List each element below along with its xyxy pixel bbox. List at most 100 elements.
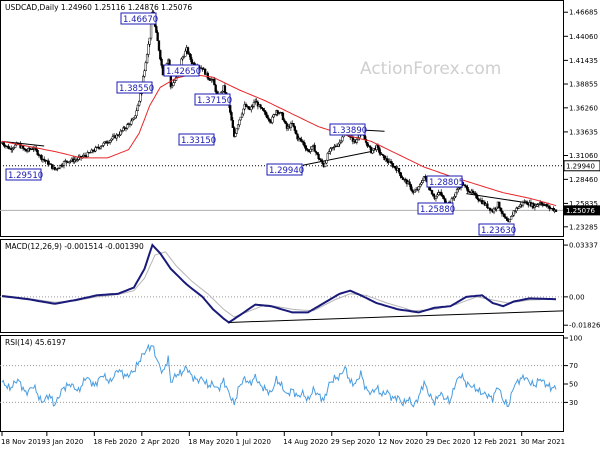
candle-body: [281, 112, 285, 121]
candle-body: [477, 198, 480, 201]
candle-body: [422, 176, 426, 181]
candle-body: [182, 56, 186, 58]
candle-body: [273, 114, 277, 116]
candle-body: [424, 176, 427, 179]
candle-body: [263, 110, 266, 113]
candle-body: [517, 206, 521, 209]
candle-body: [309, 149, 312, 152]
price-ytick-label: 1.36260: [569, 104, 598, 112]
candle-body: [434, 195, 438, 199]
candle-body: [453, 196, 456, 199]
candle-body: [99, 146, 103, 149]
rsi-panel-frame: [0, 335, 564, 432]
price-ytick-label: 1.31060: [569, 152, 598, 160]
candle-body: [149, 22, 153, 39]
candle-body: [436, 194, 439, 197]
axis-layer: 18 Nov 2019 3 Jan 2020 18 Feb 2020 2 Apr 20…: [1, 432, 565, 446]
candle-body: [171, 85, 174, 88]
candle-body: [537, 203, 541, 205]
candle-body: [86, 152, 89, 158]
candle-body: [306, 149, 310, 152]
candle-body: [159, 50, 162, 60]
candle-body: [324, 162, 327, 167]
candle-body: [160, 58, 163, 66]
candle-body: [300, 139, 303, 142]
candle-body: [221, 91, 224, 93]
candle-body: [56, 168, 59, 170]
x-tick-label: 3 Jan 2020: [46, 438, 84, 446]
candle-body: [21, 145, 25, 149]
moving-average-line: [1, 73, 557, 207]
candle-body: [172, 82, 175, 86]
candle-body: [181, 56, 184, 60]
candle-body: [184, 50, 187, 57]
candle-body: [451, 197, 455, 200]
candle-body: [440, 191, 443, 196]
candle-body: [203, 68, 207, 75]
price-ytick-label: 1.25835: [569, 200, 598, 208]
candle-body: [289, 123, 293, 128]
candle-body: [139, 93, 142, 102]
candle-body: [366, 142, 369, 147]
candle-body: [383, 155, 386, 161]
candle-body: [131, 119, 134, 122]
candle-body: [540, 201, 543, 205]
x-tick-label: 12 Feb 2021: [473, 438, 517, 446]
annotation-label: 1.29510: [8, 171, 43, 181]
candle-body: [305, 148, 308, 150]
candle-body: [91, 149, 95, 152]
candle-body: [465, 185, 468, 188]
candle-body: [93, 150, 96, 152]
candle-body: [136, 104, 140, 112]
candle-body: [83, 155, 87, 157]
candle-body: [475, 194, 479, 199]
candle-body: [262, 108, 265, 111]
candle-body: [186, 47, 190, 54]
candle-body: [12, 147, 16, 149]
candle-body: [417, 186, 420, 190]
annotation-label: 1.28805: [429, 178, 464, 188]
candle-body: [58, 164, 62, 169]
candle-body: [486, 203, 489, 209]
candle-body: [325, 160, 328, 164]
candle-body: [432, 193, 435, 197]
candle-body: [467, 190, 471, 193]
annotation-box: [426, 175, 463, 188]
candle-body: [250, 106, 253, 110]
candle-body: [285, 123, 289, 129]
annotation-box: [478, 223, 515, 236]
candle-body: [420, 182, 423, 185]
x-tick-label: 2 Apr 2020: [141, 438, 180, 446]
candle-body: [267, 117, 270, 120]
candle-body: [76, 159, 79, 161]
last-price-label: 1.25076: [566, 207, 595, 215]
candle-body: [389, 161, 393, 164]
macd-panel-frame: [0, 239, 564, 333]
candle-body: [368, 145, 372, 148]
candle-body: [326, 153, 329, 161]
candle-body: [234, 133, 237, 137]
rsi-layer: 100 70 50 30: [0, 335, 582, 408]
annotation-label: 1.33150: [181, 136, 216, 146]
annotation-box: [120, 12, 157, 25]
rsi-ytick-label: 100: [569, 335, 582, 343]
candle-body: [442, 196, 446, 199]
candle-body: [264, 111, 267, 116]
candle-body: [255, 101, 258, 103]
candle-body: [2, 142, 5, 145]
candle-body: [49, 163, 52, 165]
candle-body: [247, 106, 250, 110]
candle-body: [351, 137, 355, 142]
candle-body: [413, 190, 417, 193]
candle-body: [466, 187, 469, 192]
candle-body: [409, 184, 413, 190]
candle-body: [404, 179, 407, 181]
candle-body: [277, 112, 281, 114]
candle-body: [53, 166, 56, 170]
candle-body: [109, 140, 112, 143]
macd-panel-title: MACD(12,26,9) -0.001514 -0.001390: [5, 242, 144, 251]
price-ytick-label: 1.28460: [569, 176, 598, 184]
candle-body: [134, 115, 137, 119]
x-tick-label: 12 Nov 2020: [378, 438, 423, 446]
macd-layer: 0.03337 0.00 -0.018262: [0, 242, 600, 330]
